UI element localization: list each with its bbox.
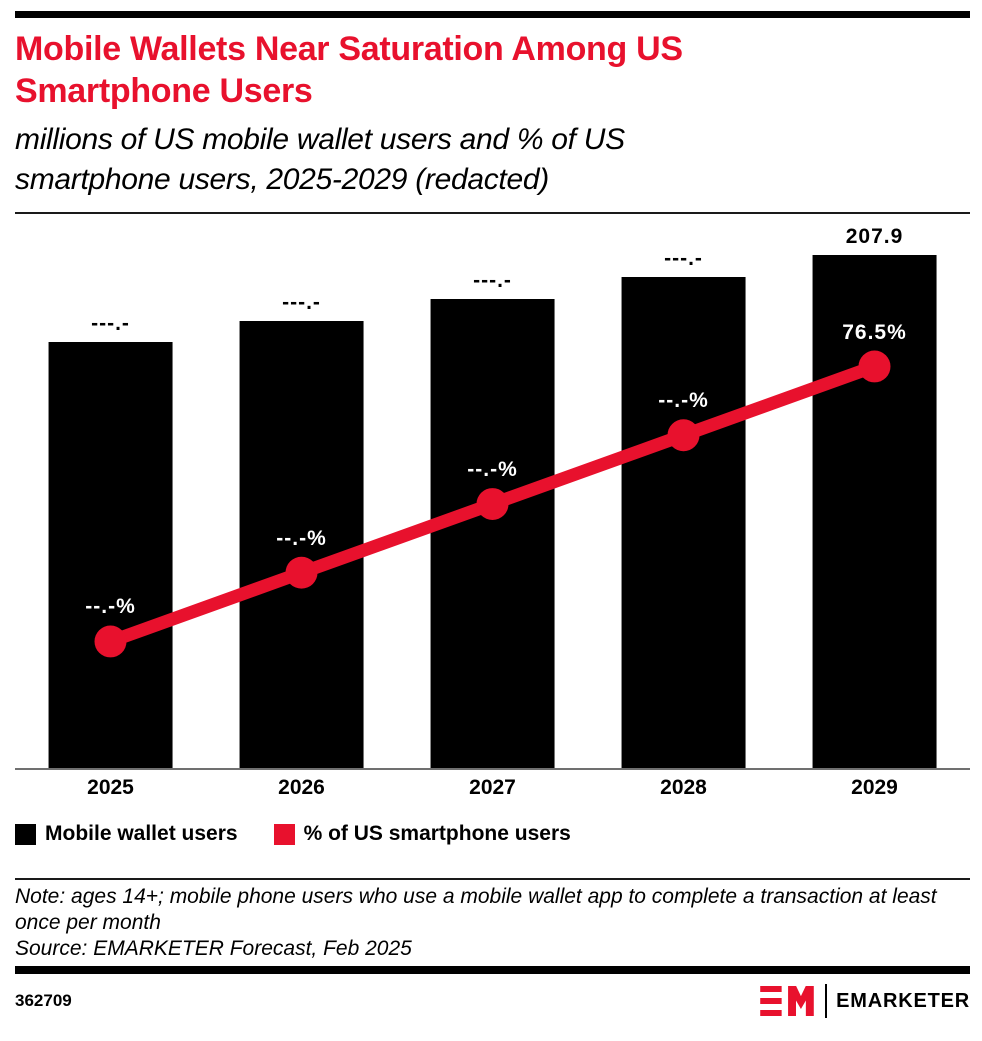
em-mark-icon	[760, 986, 814, 1016]
top-rule	[15, 11, 970, 18]
header-divider	[15, 212, 970, 214]
brand-name: EMARKETER	[836, 989, 970, 1012]
bar-2028	[621, 277, 746, 768]
chart-title: Mobile Wallets Near Saturation Among US …	[15, 30, 683, 110]
legend-item-mobile-wallet-users: Mobile wallet users	[15, 822, 238, 846]
legend-swatch-line	[273, 823, 295, 845]
chart-page: Mobile Wallets Near Saturation Among US …	[0, 11, 982, 1018]
x-axis-label-2026: 2026	[278, 776, 325, 799]
legend-label: Mobile wallet users	[45, 822, 238, 845]
bar-value-label-2027: ---.-	[473, 268, 512, 292]
legend-label: % of US smartphone users	[303, 822, 571, 845]
legend-swatch-bar	[15, 823, 36, 845]
x-axis-labels: 2025 2026 2027 2028 2029	[15, 776, 970, 800]
notes-divider	[15, 878, 970, 880]
chart-column-2025: ---.- --.-%	[15, 230, 206, 768]
footer: 362709 EMARKETER	[15, 984, 970, 1018]
legend-item-pct-smartphone-users: % of US smartphone users	[273, 822, 571, 846]
chart-subtitle: millions of US mobile wallet users and %…	[15, 123, 625, 196]
chart-column-2029: 207.9 76.5%	[779, 225, 970, 768]
line-value-label-2028: --.-%	[658, 389, 709, 413]
note-text: Note: ages 14+; mobile phone users who u…	[15, 885, 937, 934]
line-value-label-2025: --.-%	[85, 595, 136, 619]
bar-2025	[48, 341, 173, 768]
bar-value-label-2026: ---.-	[282, 290, 321, 314]
bar-value-label-2025: ---.-	[91, 311, 130, 335]
chart-column-2026: ---.- --.-%	[206, 230, 397, 768]
x-axis-label-2025: 2025	[87, 776, 134, 799]
x-axis-label-2028: 2028	[660, 776, 707, 799]
bar-value-label-2028: ---.-	[664, 247, 703, 271]
chart-column-2028: ---.- --.-%	[588, 230, 779, 768]
line-value-label-2027: --.-%	[467, 458, 518, 482]
bar-value-label-2029: 207.9	[845, 224, 904, 248]
logo-divider	[825, 984, 828, 1018]
x-axis-label-2029: 2029	[851, 776, 898, 799]
chart-id: 362709	[15, 991, 72, 1010]
legend: Mobile wallet users % of US smartphone u…	[15, 822, 970, 846]
emarketer-logo: EMARKETER	[758, 984, 970, 1018]
line-value-label-2026: --.-%	[276, 526, 327, 550]
plot-area: ---.- --.-% ---.- --.-% ---.- --.-% ---.- --.-%…	[15, 225, 970, 770]
chart-column-2027: ---.- --.-%	[397, 230, 588, 768]
source-text: Source: EMARKETER Forecast, Feb 2025	[15, 937, 412, 960]
chart-columns: ---.- --.-% ---.- --.-% ---.- --.-% ---.- --.-%…	[15, 225, 970, 768]
bottom-rule	[15, 966, 970, 974]
x-axis-label-2027: 2027	[469, 776, 516, 799]
bar-2027	[430, 298, 555, 768]
line-value-label-2029: 76.5%	[842, 320, 907, 344]
